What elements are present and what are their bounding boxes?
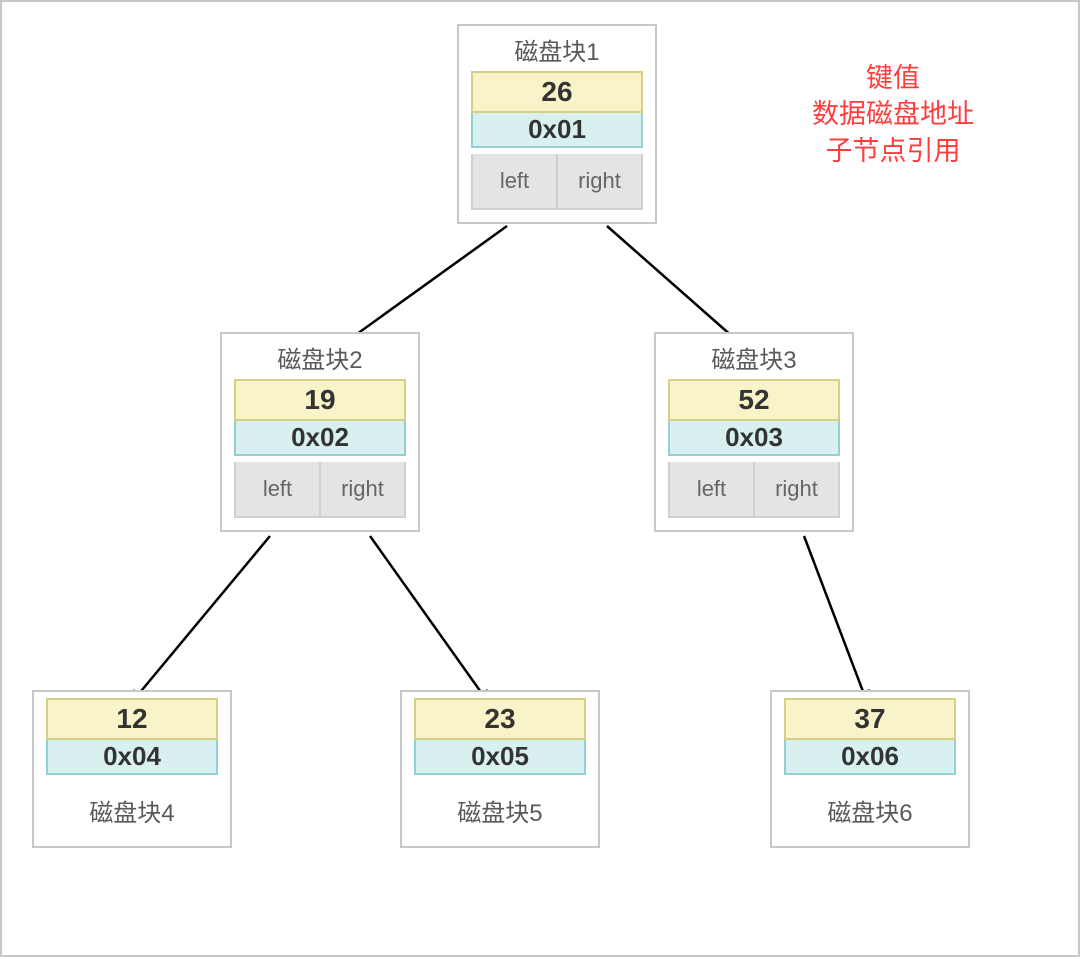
left-pointer: left bbox=[236, 462, 321, 516]
key-value: 12 bbox=[46, 698, 218, 740]
legend-line-address: 数据磁盘地址 bbox=[812, 96, 974, 132]
disk-address: 0x04 bbox=[46, 740, 218, 775]
disk-address: 0x05 bbox=[414, 740, 586, 775]
disk-address: 0x02 bbox=[234, 421, 406, 456]
left-pointer: left bbox=[670, 462, 755, 516]
right-pointer: right bbox=[321, 462, 404, 516]
key-value: 52 bbox=[668, 379, 840, 421]
legend-line-key: 键值 bbox=[812, 60, 974, 96]
key-value: 37 bbox=[784, 698, 956, 740]
right-pointer: right bbox=[755, 462, 838, 516]
child-pointer-row: leftright bbox=[471, 154, 643, 210]
disk-block-2: 磁盘块2 190x02 leftright bbox=[220, 332, 420, 532]
key-value: 19 bbox=[234, 379, 406, 421]
left-pointer: left bbox=[473, 154, 558, 208]
disk-block-6: 370x06 磁盘块6 bbox=[770, 690, 970, 848]
block-title: 磁盘块5 bbox=[414, 793, 586, 828]
disk-block-3: 磁盘块3 520x03 leftright bbox=[654, 332, 854, 532]
edge-n3-n6 bbox=[804, 536, 867, 702]
disk-address: 0x03 bbox=[668, 421, 840, 456]
block-title: 磁盘块1 bbox=[471, 32, 643, 67]
disk-address: 0x06 bbox=[784, 740, 956, 775]
key-value: 26 bbox=[471, 71, 643, 113]
child-pointer-row: leftright bbox=[668, 462, 840, 518]
key-value: 23 bbox=[414, 698, 586, 740]
block-title: 磁盘块6 bbox=[784, 793, 956, 828]
legend-line-children: 子节点引用 bbox=[812, 133, 974, 169]
block-title: 磁盘块2 bbox=[234, 340, 406, 375]
disk-block-4: 120x04 磁盘块4 bbox=[32, 690, 232, 848]
diagram-canvas: 键值 数据磁盘地址 子节点引用 磁盘块1260x01leftright磁盘块21… bbox=[0, 0, 1080, 957]
legend: 键值 数据磁盘地址 子节点引用 bbox=[812, 60, 974, 169]
disk-address: 0x01 bbox=[471, 113, 643, 148]
child-pointer-row: leftright bbox=[234, 462, 406, 518]
block-title: 磁盘块4 bbox=[46, 793, 218, 828]
edge-n2-n5 bbox=[370, 536, 488, 702]
edge-n2-n4 bbox=[132, 536, 270, 702]
disk-block-1: 磁盘块1 260x01 leftright bbox=[457, 24, 657, 224]
block-title: 磁盘块3 bbox=[668, 340, 840, 375]
disk-block-5: 230x05 磁盘块5 bbox=[400, 690, 600, 848]
right-pointer: right bbox=[558, 154, 641, 208]
